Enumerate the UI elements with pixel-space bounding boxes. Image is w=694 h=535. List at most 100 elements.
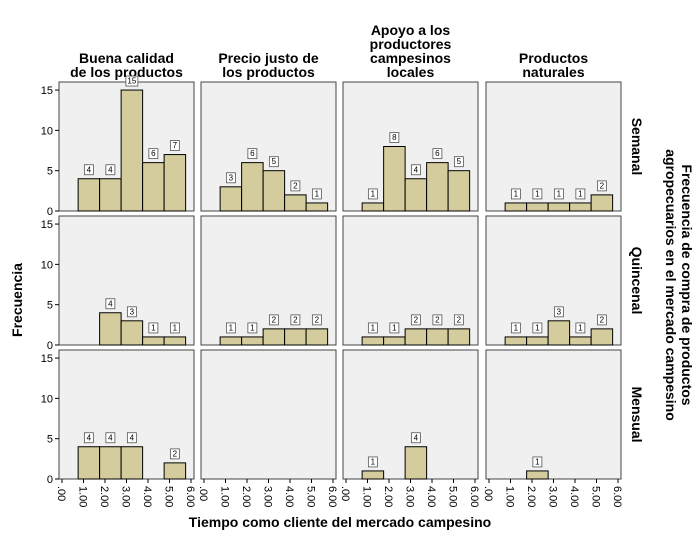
row-title: Quincenal [629, 247, 645, 315]
data-label: 1 [315, 189, 320, 198]
histogram-bar [142, 336, 165, 346]
histogram-bar [569, 202, 592, 212]
x-tick-label: 6.00 [468, 486, 480, 507]
x-tick-label: 3.00 [262, 486, 274, 507]
data-label-box [553, 306, 564, 318]
panel-background [200, 349, 337, 480]
y-tick-label: 5 [47, 300, 53, 312]
column-title-line: naturales [522, 64, 584, 80]
x-tick-label: 5.00 [447, 486, 459, 507]
data-label-box [575, 322, 586, 334]
data-label-box [432, 148, 443, 160]
panel: 1 1 1 1 2 [485, 81, 622, 212]
y-tick-label: 0 [47, 340, 53, 352]
histogram-bar [120, 89, 144, 212]
column-title-line: los productos [222, 64, 315, 80]
panel-background [200, 215, 337, 346]
data-label-box [290, 180, 301, 192]
histogram-bar [547, 320, 571, 346]
data-label-box [126, 306, 137, 318]
data-label: 4 [87, 433, 92, 442]
histogram-bar [426, 162, 449, 212]
y-tick-label: 15 [41, 219, 53, 231]
histogram-bar [305, 328, 329, 346]
row-title: Mensual [629, 386, 645, 442]
data-label: 7 [173, 141, 178, 150]
histogram-bar [99, 446, 122, 480]
histogram-bar [404, 328, 428, 346]
x-tick-label: 5.00 [305, 486, 317, 507]
x-tick-label: 4.00 [425, 486, 437, 507]
data-label-box [83, 432, 94, 444]
data-label: 1 [173, 323, 178, 332]
x-tick-label: 3.00 [404, 486, 416, 507]
histogram-bar [163, 462, 187, 480]
data-label: 2 [600, 181, 605, 190]
x-tick-label: 1.00 [77, 486, 89, 507]
histogram-bar [404, 178, 428, 212]
data-label: 1 [392, 323, 397, 332]
panel: 3 6 5 2 1 [200, 81, 337, 212]
data-label-box [596, 314, 607, 326]
column-title-line: de los productos [70, 64, 183, 80]
data-label: 4 [108, 299, 113, 308]
data-label-box [532, 322, 543, 334]
data-label: 2 [173, 449, 178, 458]
data-label-box [410, 314, 421, 326]
data-label: 6 [250, 149, 255, 158]
data-label-box [225, 172, 236, 184]
data-label: 1 [371, 323, 376, 332]
histogram-bar [262, 328, 286, 346]
histogram-bar [447, 328, 471, 346]
histogram-bar [361, 202, 385, 212]
data-label-box [367, 456, 378, 468]
data-label: 1 [557, 189, 562, 198]
y-tick-label: 15 [41, 353, 53, 365]
data-label-box [169, 448, 180, 460]
histogram-bar [404, 446, 428, 480]
x-tick-label: 3.00 [547, 486, 559, 507]
data-label: 1 [535, 457, 540, 466]
y-axis-title: Frecuencia [9, 263, 25, 337]
data-label: 1 [229, 323, 234, 332]
x-tick-label: 5.00 [590, 486, 602, 507]
y-tick-label: 10 [41, 259, 53, 271]
data-label-box [247, 148, 258, 160]
panel-background [342, 215, 479, 346]
panel: .00 1.00 2.00 3.00 4.00 5.00 6.00 [197, 349, 338, 507]
histogram-bar [284, 328, 307, 346]
panel: 1 1 3 1 2 [485, 215, 622, 346]
data-label: 6 [435, 149, 440, 158]
histogram-bar [305, 202, 329, 212]
x-tick-label: 3.00 [120, 486, 132, 507]
data-label: 2 [435, 315, 440, 324]
histogram-bar [77, 446, 101, 480]
data-label-box [290, 314, 301, 326]
histogram-bar [383, 336, 406, 346]
x-tick-label: 1.00 [504, 486, 516, 507]
data-label-box [268, 314, 279, 326]
histogram-bar [241, 336, 264, 346]
y-tick-label: 10 [41, 393, 53, 405]
histogram-bar [590, 328, 614, 346]
panel: 14.00 1.00 2.00 3.00 4.00 5.00 6.00 [339, 349, 480, 507]
data-label: 1 [151, 323, 156, 332]
histogram-bar [77, 178, 101, 212]
data-label: 2 [414, 315, 419, 324]
x-tick-label: 1.00 [361, 486, 373, 507]
histogram-bar [547, 202, 571, 212]
data-label: 4 [414, 433, 419, 442]
column-title-line: productores [370, 36, 452, 52]
data-label-box [367, 322, 378, 334]
x-tick-label: 2.00 [98, 486, 110, 507]
data-label-box [311, 188, 322, 200]
data-label-box [126, 432, 137, 444]
data-label: 5 [457, 157, 462, 166]
data-label: 15 [127, 77, 136, 86]
data-label: 5 [272, 157, 277, 166]
data-label-box [225, 322, 236, 334]
x-tick-label: .00 [482, 486, 494, 501]
histogram-bar [284, 194, 307, 212]
